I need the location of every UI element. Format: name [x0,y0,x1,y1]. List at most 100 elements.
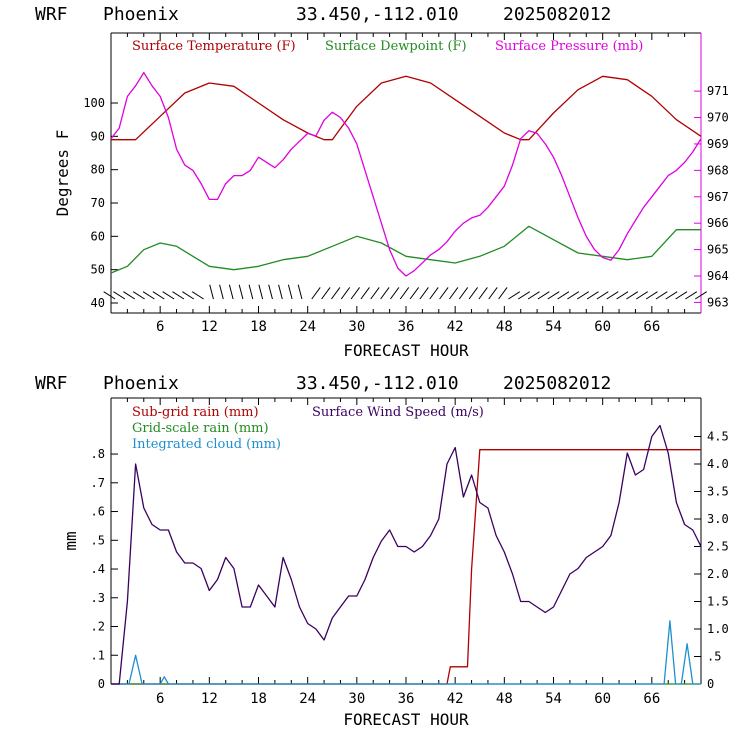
series-line-3 [110,71,702,277]
y-tick-label: .4 [91,562,105,576]
x-tick-label: 18 [250,691,267,707]
y2-tick-label: 1.5 [707,595,729,609]
y-tick-label: .3 [91,591,105,605]
y-tick-label: 80 [91,163,105,177]
wind-barb [142,291,155,300]
x-tick-label: 12 [201,691,218,707]
header-model: WRF [35,373,68,394]
legend-entry-1: Sub-grid rain (mm) [132,405,259,420]
wind-barb [635,291,648,300]
wind-barb [132,291,145,300]
wind-barb [626,291,639,300]
x-tick-label: 42 [447,319,464,335]
y2-tick-label: 966 [707,216,729,230]
y2-tick-label: 971 [707,84,729,98]
y2-tick-label: .5 [707,650,721,664]
header-coords: 33.450,-112.010 [296,4,459,25]
x-axis-label: FORECAST HOUR [343,710,469,729]
legend-entry-1: Surface Temperature (F) [132,39,296,54]
y2-tick-label: 0 [707,677,714,691]
x-tick-label: 60 [594,691,611,707]
x-tick-label: 6 [156,319,164,335]
panel-2: WRF Phoenix 33.450,-112.010 2025082012 6 12 18… [35,373,729,729]
panel-1: WRF Phoenix 33.450,-112.010 2025082012 6 12 18… [35,4,729,360]
wind-barb [390,287,400,300]
wind-barb [113,291,126,300]
y-tick-label: 90 [91,129,105,143]
x-tick-label: 42 [447,691,464,707]
wind-barb [665,291,678,300]
wind-barb [258,284,264,300]
y-tick-label: .2 [91,620,105,634]
legend-entry-2: Surface Dewpoint (F) [325,39,467,54]
x-tick-label: 30 [348,319,365,335]
wind-barb [209,284,214,300]
y-tick-label: 50 [91,263,105,277]
x-tick-label: 24 [299,691,316,707]
y-axis-label: mm [61,531,80,550]
y2-tick-label: 4.0 [707,457,729,471]
wind-barb [527,291,540,300]
wind-barb [409,287,420,300]
series-line-4 [111,424,702,685]
wind-barb [517,291,530,300]
wind-barb [268,284,273,300]
wind-barb [248,284,254,300]
x-tick-label: 54 [545,319,562,335]
header-run: 2025082012 [503,373,611,394]
wind-barb [399,287,410,300]
wind-barb [606,291,619,300]
wind-barb [278,284,283,300]
wind-barbs [103,284,707,300]
wind-barb [103,291,116,300]
x-tick-label: 18 [250,319,267,335]
y-tick-label: .1 [91,648,105,662]
y-tick-label: 40 [91,296,105,310]
wind-barb [694,291,707,300]
wind-barb [340,287,351,300]
x-tick-label: 36 [398,319,415,335]
legend-entry-3: Surface Pressure (mb) [495,39,643,54]
wind-barb [547,291,560,300]
y-tick-label: .6 [91,505,105,519]
header-coords: 33.450,-112.010 [296,373,459,394]
x-tick-label: 36 [398,691,415,707]
wind-barb [360,287,370,300]
y2-tick-label: 3.0 [707,512,729,526]
x-tick-label: 54 [545,691,562,707]
wind-barb [537,291,550,300]
legend-entry-4: Surface Wind Speed (m/s) [312,405,484,420]
wind-barb [458,287,469,300]
x-tick-label: 66 [643,319,660,335]
y2-tick-label: 2.0 [707,567,729,581]
wind-barb [498,287,508,300]
y2-tick-label: 970 [707,111,729,125]
header-location: Phoenix [103,4,179,25]
x-tick-label: 30 [348,691,365,707]
x-axis-label: FORECAST HOUR [343,341,469,360]
wind-barb [439,287,449,300]
y2-tick-label: 967 [707,190,729,204]
wind-barb [162,291,175,300]
wind-barb [576,291,589,300]
header-run: 2025082012 [503,4,611,25]
wind-barb [616,291,629,300]
wind-barb [172,291,185,300]
x-tick-label: 48 [496,319,513,335]
series-line-3 [111,620,701,685]
wind-barb [468,287,479,300]
series-line-2 [110,225,701,274]
wind-barb [488,287,498,300]
wind-barb [449,287,459,300]
wind-barb [287,284,293,300]
wind-barb [567,291,580,300]
wind-barb [645,291,658,300]
legend-entry-3: Integrated cloud (mm) [132,437,281,452]
wind-barb [191,291,204,300]
y-axis-label: Degrees F [53,130,72,217]
wind-barb [596,291,609,300]
x-tick-label: 6 [156,691,164,707]
wind-barb [419,287,429,300]
y2-tick-label: 968 [707,163,729,177]
